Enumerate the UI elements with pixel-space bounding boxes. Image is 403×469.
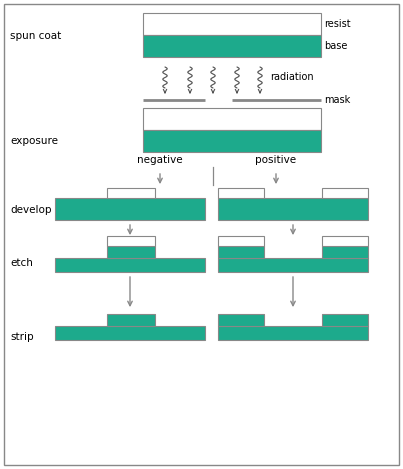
Text: strip: strip [10,332,33,342]
Bar [322,246,368,258]
Text: mask: mask [324,95,350,105]
Text: radiation: radiation [270,72,314,82]
Text: negative: negative [137,155,183,165]
Bar [55,198,205,220]
Bar [322,236,368,246]
Bar [218,314,264,326]
Bar [107,236,155,246]
Bar [143,130,321,152]
Bar [143,35,321,57]
Bar [143,108,321,130]
Bar [107,188,155,198]
Text: spun coat: spun coat [10,31,61,41]
Bar [107,314,155,326]
Bar [143,13,321,35]
Bar [322,314,368,326]
Text: develop: develop [10,205,52,215]
Bar [322,188,368,198]
Text: etch: etch [10,258,33,268]
Text: exposure: exposure [10,136,58,146]
Bar [218,258,368,272]
Bar [218,198,368,220]
Text: resist: resist [324,19,351,29]
Bar [218,236,264,246]
Bar [55,326,205,340]
Text: base: base [324,41,347,51]
Bar [218,326,368,340]
Bar [218,188,264,198]
Bar [107,246,155,258]
Bar [55,258,205,272]
Text: positive: positive [256,155,297,165]
Bar [218,246,264,258]
